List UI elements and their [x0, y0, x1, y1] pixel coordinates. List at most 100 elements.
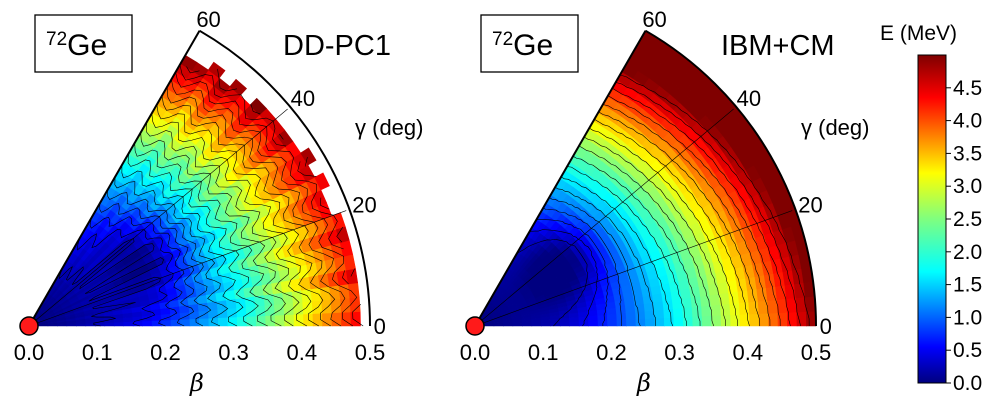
right-contour-line	[560, 176, 674, 327]
right-surface-cell	[588, 320, 599, 327]
left-contour-line	[146, 122, 300, 327]
left-surface-cell	[252, 284, 265, 297]
right-gamma-gridline	[474, 210, 793, 327]
left-panel: 0.0 0.1 0.2 0.3 0.4 0.5 0 20 40 60 γ (deg) β 72G…	[14, 7, 424, 397]
left-surface-cell	[331, 312, 342, 327]
right-gamma-gridline	[474, 108, 734, 327]
right-contour-line	[554, 186, 657, 327]
right-contour-line	[607, 95, 781, 327]
left-contour-line	[186, 66, 308, 167]
left-contour-line	[166, 86, 346, 327]
right-model-label: IBM+CM	[721, 30, 835, 62]
right-contour-line	[529, 229, 599, 327]
right-surface-cell	[739, 313, 750, 327]
left-surface-cell	[292, 301, 304, 315]
left-surface-cell	[225, 298, 237, 309]
left-surface-cell	[310, 287, 322, 302]
colorbar-tick-label: 2.0	[953, 241, 982, 264]
left-contours	[58, 64, 364, 327]
left-gamma-tick-label: 0	[374, 314, 386, 339]
left-beta-tick-label: 0.4	[287, 340, 318, 365]
right-contour-line	[594, 119, 750, 327]
right-minimum-marker	[465, 316, 485, 336]
right-contour-line	[612, 88, 791, 327]
right-nucleus-box	[480, 14, 579, 73]
right-surface-cell	[749, 313, 760, 327]
left-surface-cell	[350, 311, 361, 327]
left-gamma60-edge	[28, 30, 201, 327]
left-surface-cell	[300, 147, 317, 166]
left-surface-cell	[314, 172, 330, 191]
colorbar: E (MeV) 0.0 0.5 1.0 1.5 2.0 2.5 3.0 3.5 4.0 4.5	[880, 22, 982, 395]
right-surface-cell	[730, 314, 741, 327]
right-frame	[474, 29, 817, 327]
colorbar-title: E (MeV)	[880, 22, 957, 45]
left-contour-line	[171, 79, 358, 327]
left-grid	[28, 108, 347, 327]
right-surface-cell	[793, 282, 806, 299]
left-gamma-gridline	[28, 210, 347, 327]
right-panel: 0.0 0.1 0.2 0.3 0.4 0.5 0 20 40 60 γ (deg) β 72G…	[460, 7, 870, 397]
right-surface-cell	[796, 311, 807, 327]
left-surface-cell	[189, 318, 200, 327]
left-surface-cell	[254, 294, 266, 307]
right-beta-tick-label: 0.4	[733, 340, 764, 365]
colorbar-tick-label: 1.5	[953, 274, 982, 297]
left-surface-cell	[207, 61, 226, 79]
right-surface-cell	[692, 315, 703, 327]
left-beta-ticks: 0.0 0.1 0.2 0.3 0.4 0.5	[14, 340, 386, 365]
left-beta-tick-label: 0.1	[82, 340, 113, 365]
right-contour-line	[615, 82, 801, 327]
colorbar-tick-label: 4.0	[953, 110, 982, 133]
right-gamma-tick-label: 20	[798, 193, 822, 218]
left-contour-line	[121, 165, 244, 327]
left-surface-cell	[244, 295, 256, 308]
right-beta-tick-label: 0.1	[528, 340, 559, 365]
right-surface-cell	[757, 300, 769, 314]
right-surface-cell	[663, 308, 675, 319]
colorbar-tick-label: 2.5	[953, 208, 982, 231]
right-surface-cell	[625, 311, 637, 320]
right-outer-arc	[644, 29, 817, 327]
left-contour-line	[77, 228, 174, 327]
right-contour-line	[572, 155, 701, 327]
right-contour-line	[619, 74, 810, 327]
right-surface-cell	[635, 318, 646, 327]
left-minimum-marker	[19, 316, 39, 336]
right-surface-cell	[698, 284, 711, 297]
left-nucleus-box	[34, 14, 133, 73]
right-contour-line	[589, 127, 738, 327]
right-surface-cell	[673, 316, 684, 327]
right-surface-cell	[607, 319, 618, 327]
right-surface-cell	[710, 304, 722, 316]
right-surface-cell	[569, 321, 580, 327]
right-beta-tick-label: 0.0	[460, 340, 491, 365]
right-contour-line	[536, 219, 609, 327]
left-surface-cell	[312, 312, 323, 327]
right-surface-cell	[701, 315, 713, 327]
right-gamma-label: γ (deg)	[801, 115, 869, 140]
left-surface-cell	[284, 314, 295, 327]
right-surface-cell	[737, 289, 749, 304]
left-nucleus-label: 72Ge	[46, 29, 107, 62]
right-surface-cell	[672, 307, 684, 318]
left-contour-line	[99, 203, 195, 327]
left-contour-line	[161, 95, 336, 327]
left-contour-line	[175, 71, 364, 327]
left-surface-cell	[274, 314, 286, 327]
left-surface-cell	[151, 319, 162, 327]
colorbar-tick-label: 3.5	[953, 142, 982, 165]
right-surface-cell	[709, 293, 721, 306]
right-contour-line	[602, 104, 771, 327]
right-gamma-tick-label: 60	[642, 7, 666, 32]
right-beta-tick-label: 0.2	[596, 340, 627, 365]
colorbar-tick-label: 0.0	[953, 372, 982, 395]
right-gamma-tick-label: 40	[737, 86, 761, 111]
left-contour-line	[179, 64, 356, 277]
right-surface	[474, 30, 817, 327]
right-contour-line	[516, 238, 589, 327]
left-surface-cell	[123, 321, 134, 327]
left-surface-cell	[246, 315, 257, 327]
right-beta-label: β	[636, 369, 651, 397]
